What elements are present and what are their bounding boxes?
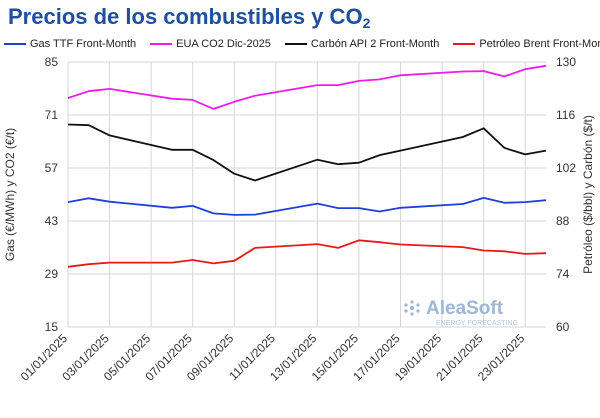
legend-label: Petróleo Brent Front-Month (479, 38, 600, 50)
chart-title-subscript: 2 (362, 15, 371, 31)
legend-swatch (453, 43, 476, 45)
y-right-tick-label: 74 (556, 267, 570, 281)
series-lines (67, 64, 547, 268)
y-left-axis-title: Gas (€/MWh) y CO2 (€/t) (3, 128, 17, 261)
y-left-tick-label: 71 (45, 108, 59, 122)
logo-dot (404, 303, 408, 307)
y-left-tick-label: 29 (45, 267, 59, 281)
legend-item: Petróleo Brent Front-Month (453, 37, 600, 51)
legend-swatch (284, 43, 307, 45)
logo-dot (404, 309, 408, 313)
chart-title-main: Precios de los combustibles y CO (8, 4, 363, 29)
y-right-axis-title: Petróleo ($/bbl) y Carbón ($/t) (581, 115, 595, 274)
series-line (67, 196, 547, 216)
y-left-tick-label: 85 (45, 55, 59, 69)
logo-dot (410, 312, 414, 316)
logo-dot (416, 303, 420, 307)
y-right-tick-label: 60 (556, 320, 570, 334)
logo-dot (409, 305, 415, 311)
grid-lines (67, 61, 546, 328)
y-right-tick-label: 116 (556, 108, 575, 122)
watermark-tagline: ENERGY FORECASTING (436, 320, 518, 327)
legend-item: EUA CO2 Dic-2025 (150, 37, 271, 51)
y-left-tick-label: 57 (45, 161, 59, 175)
chart-legend: Gas TTF Front-Month EUA CO2 Dic-2025 Carbó… (4, 37, 600, 51)
logo-dot (410, 300, 414, 304)
legend-item: Carbón API 2 Front-Month (284, 37, 440, 51)
aleasoft-logo-icon (404, 300, 420, 316)
legend-label: Gas TTF Front-Month (30, 38, 137, 50)
series-line (67, 239, 547, 268)
y-left-tick-label: 43 (45, 214, 59, 228)
series-line (67, 64, 547, 110)
y-right-tick-label: 88 (556, 214, 570, 228)
y-left-tick-label: 15 (45, 320, 59, 334)
series-line (67, 123, 547, 182)
legend-swatch (150, 43, 173, 45)
y-right-tick-label: 102 (556, 161, 576, 175)
legend-label: EUA CO2 Dic-2025 (176, 38, 271, 50)
logo-dot (416, 309, 420, 313)
legend-item: Gas TTF Front-Month (4, 37, 136, 51)
chart-title: Precios de los combustibles y CO2 (8, 4, 370, 31)
y-right-tick-label: 130 (556, 55, 576, 69)
legend-label: Carbón API 2 Front-Month (310, 38, 440, 50)
legend-swatch (4, 43, 26, 45)
watermark-brand: AleaSoft (426, 298, 504, 319)
